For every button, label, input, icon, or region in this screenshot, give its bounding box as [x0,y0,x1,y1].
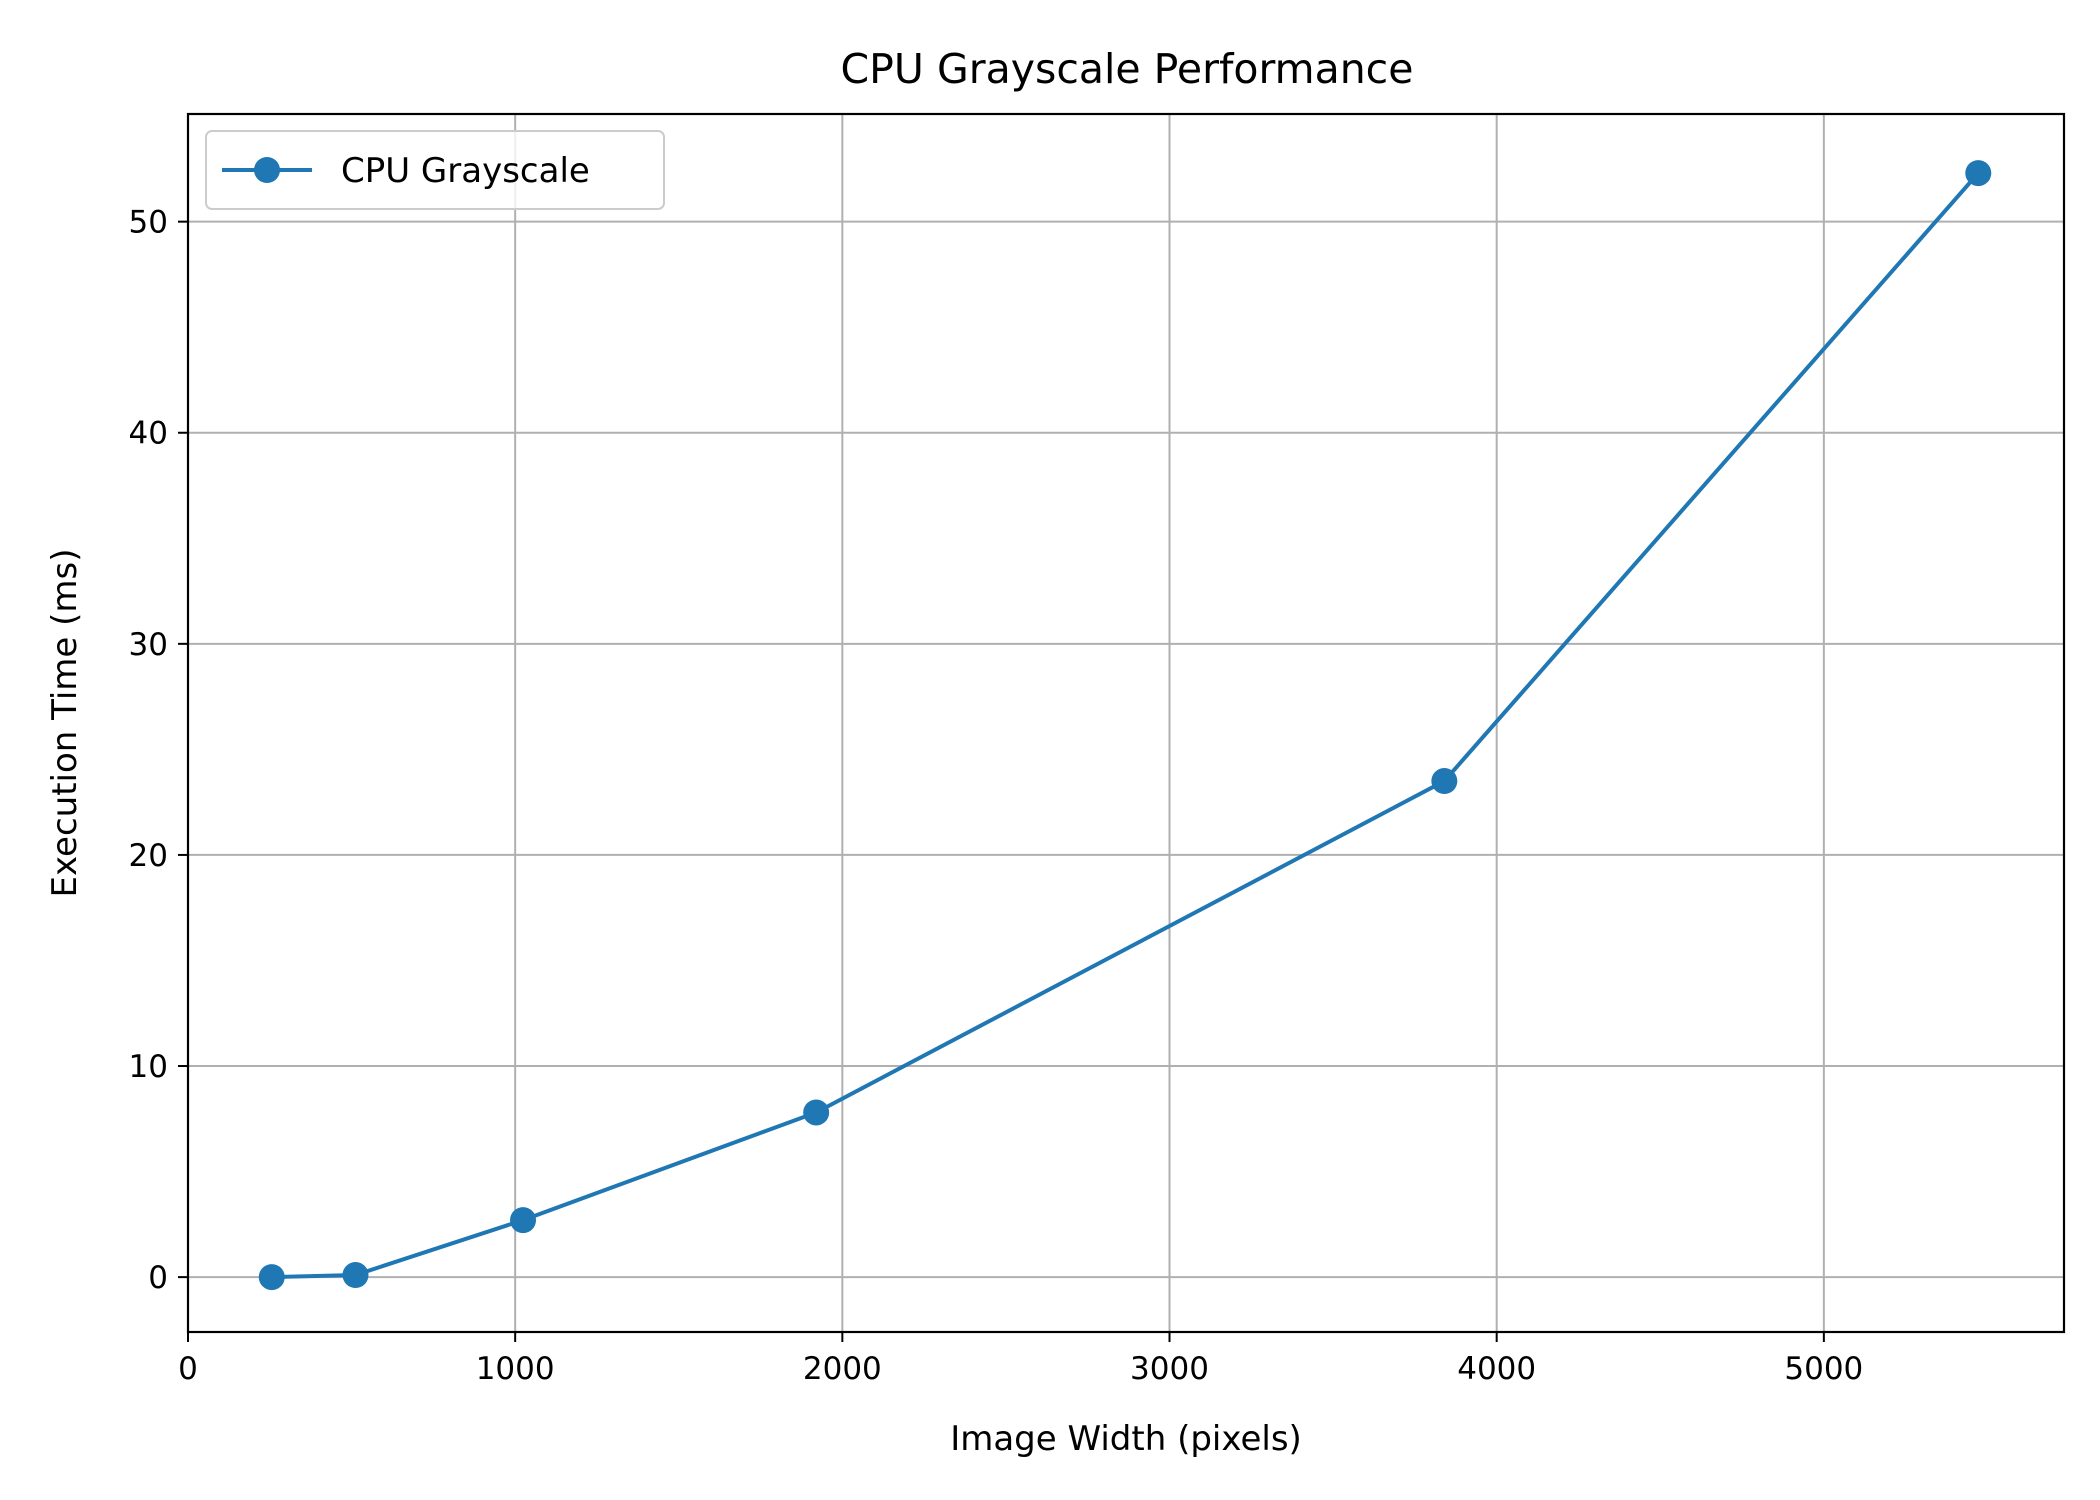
y-tick-label: 50 [129,205,168,241]
plot-frame [186,112,2066,1334]
y-tick-label: 20 [129,838,168,874]
x-tick-label: 0 [178,1351,198,1387]
x-axis-label: Image Width (pixels) [950,1419,1302,1459]
x-tick-label: 1000 [476,1351,555,1387]
data-point [510,1207,537,1234]
legend: CPU Grayscale [205,130,665,210]
grid-lines [187,114,2064,1332]
x-tick-label: 2000 [803,1351,882,1387]
x-tick-label: 5000 [1784,1351,1863,1387]
data-point [803,1099,830,1126]
data-point [1965,160,1992,187]
series-line [269,170,1982,1280]
x-tick-label: 4000 [1457,1351,1536,1387]
y-tick-label: 0 [148,1260,168,1296]
data-point [258,1264,285,1291]
data-point [1431,768,1458,795]
y-tick-label: 30 [129,627,168,663]
y-tick-label: 40 [129,416,168,452]
data-point [342,1262,369,1289]
chart-title: CPU Grayscale Performance [841,45,1414,93]
series-layer [258,160,1992,1291]
axis-ticks: 0 1000 2000 3000 4000 5000 0 10 20 30 40 50 [129,205,1864,1387]
y-axis-label: Execution Time (ms) [45,548,85,897]
legend-marker-swatch [254,157,280,183]
legend-box [205,130,665,210]
y-tick-label: 10 [129,1049,168,1085]
legend-entry-label: CPU Grayscale [341,151,590,191]
x-tick-label: 3000 [1130,1351,1209,1387]
